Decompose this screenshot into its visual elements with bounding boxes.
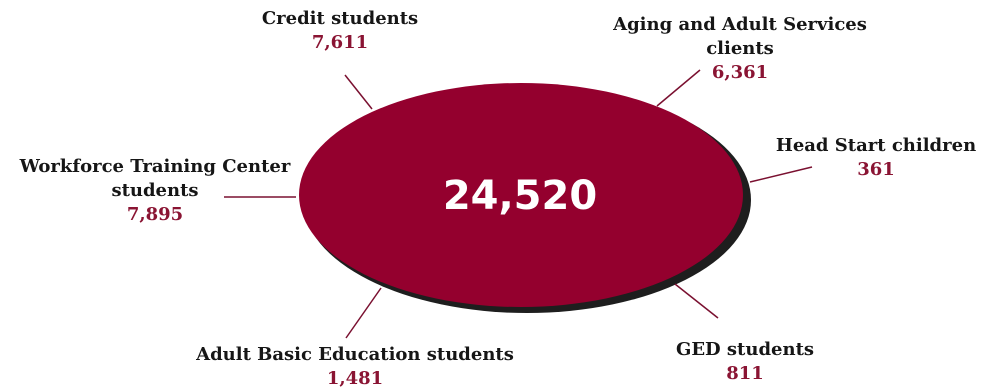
segment-name: GED students: [675, 339, 815, 360]
label-adult-basic-education: Adult Basic Education students 1,481: [170, 343, 540, 391]
segment-value: 7,895: [126, 204, 184, 225]
label-aging-adult-services: Aging and Adult Services clients 6,361: [600, 13, 880, 85]
connector-credit: [344, 74, 373, 110]
segment-name: Credit students: [261, 8, 419, 29]
label-head-start: Head Start children 361: [770, 134, 982, 182]
center-ellipse: [299, 83, 743, 307]
segment-name: Workforce Training Center students: [19, 156, 291, 201]
connector-aging: [656, 69, 701, 107]
label-ged-students: GED students 811: [645, 338, 845, 386]
label-workforce-training: Workforce Training Center students 7,895: [0, 155, 310, 227]
connector-abe: [345, 287, 382, 339]
segment-value: 1,481: [326, 368, 384, 389]
segment-value: 7,611: [311, 32, 369, 53]
connector-headstart: [749, 166, 813, 183]
segment-name: Head Start children: [775, 135, 977, 156]
total-count: 24,520: [443, 173, 597, 219]
label-credit-students: Credit students 7,611: [240, 7, 440, 55]
segment-value: 361: [857, 159, 895, 180]
connector-ged: [674, 283, 719, 319]
segment-value: 811: [726, 363, 764, 384]
segment-name: Aging and Adult Services clients: [613, 14, 867, 59]
segment-value: 6,361: [711, 62, 769, 83]
segment-name: Adult Basic Education students: [196, 344, 514, 365]
